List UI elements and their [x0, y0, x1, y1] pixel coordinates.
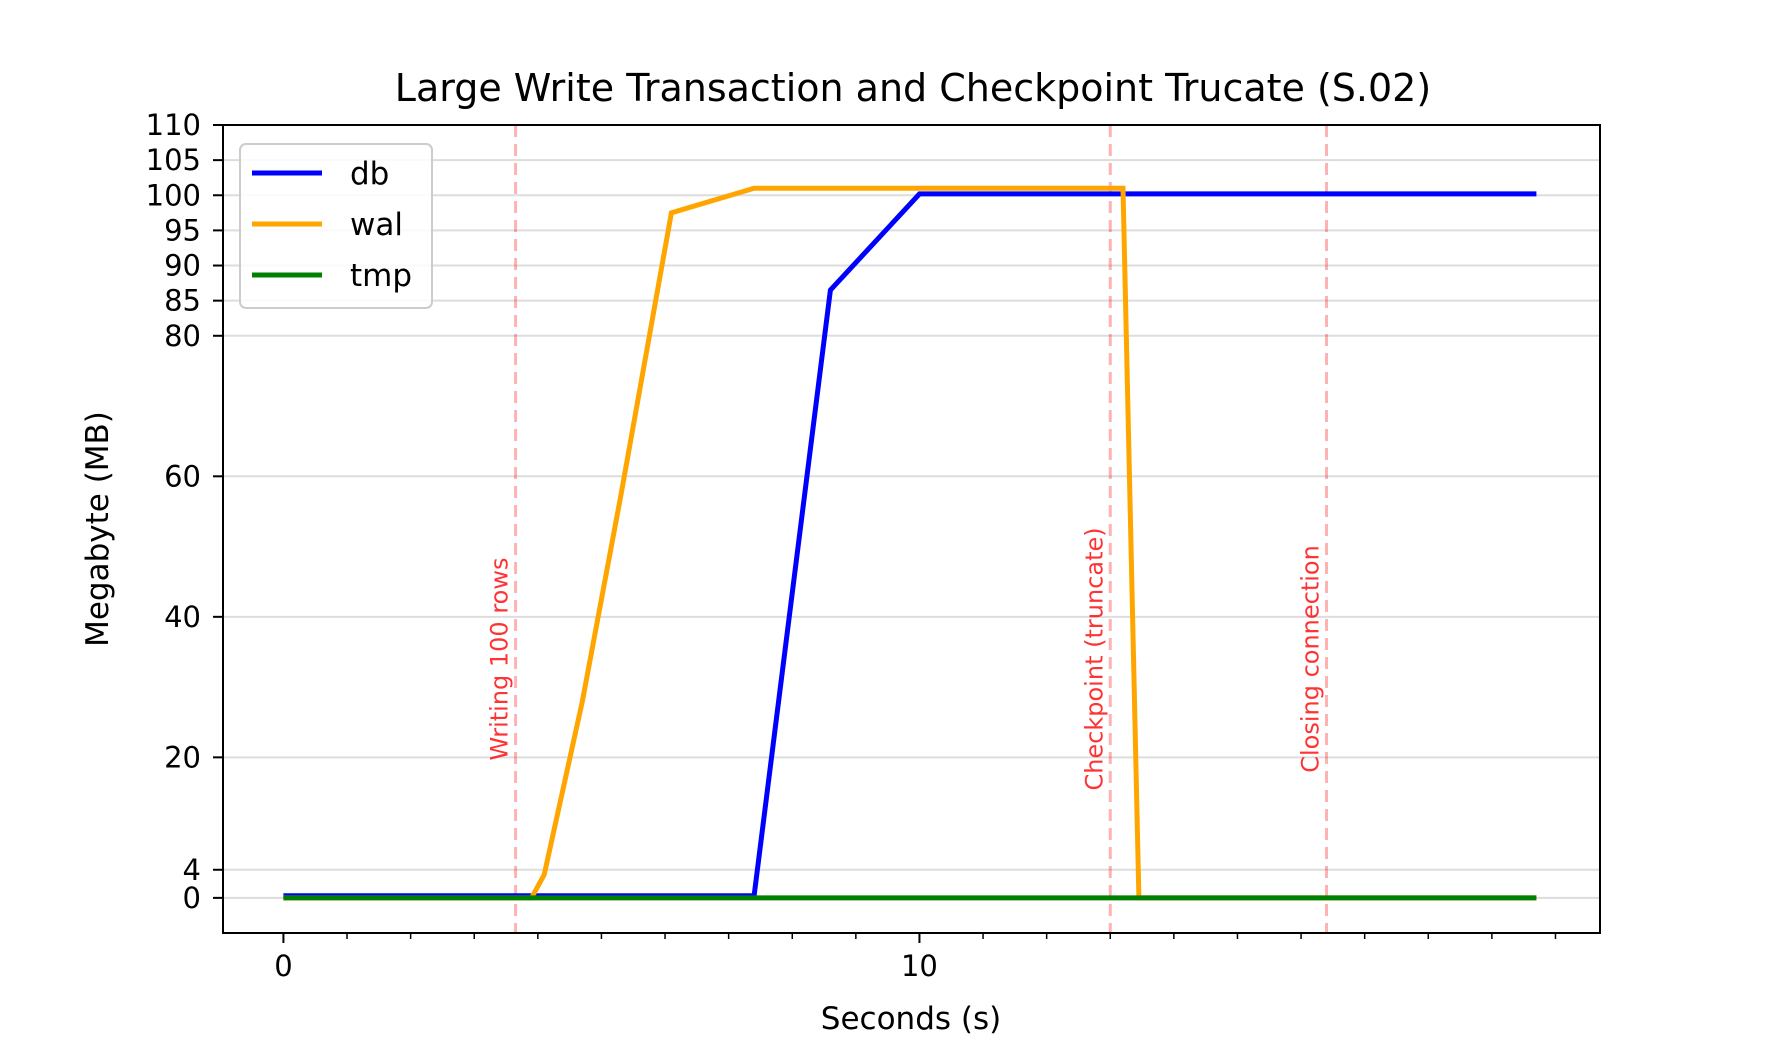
legend-box — [239, 143, 433, 309]
legend: db wal tmp — [239, 143, 433, 309]
annotation-label-1: Checkpoint (truncate) — [1080, 527, 1108, 790]
y-tick-label-90: 90 — [164, 249, 201, 283]
legend-label-tmp: tmp — [350, 258, 412, 294]
y-tick-label-95: 95 — [164, 213, 201, 247]
legend-label-db: db — [350, 156, 389, 192]
y-tick-label-85: 85 — [164, 284, 201, 318]
annotation-lines: Writing 100 rows Checkpoint (truncate) Clo… — [486, 125, 1329, 933]
series-lines — [283, 185, 1537, 901]
annotation-label-2: Closing connection — [1297, 545, 1325, 773]
plot-frame — [222, 124, 1601, 934]
y-tick-label-105: 105 — [146, 143, 201, 177]
y-tick-label-20: 20 — [164, 740, 201, 774]
x-tick-label-10: 10 — [901, 949, 938, 983]
annotation-label-0: Writing 100 rows — [486, 558, 514, 761]
y-tick-label-100: 100 — [146, 178, 201, 212]
chart-title: Large Write Transaction and Checkpoint T… — [395, 66, 1431, 110]
y-tick-label-60: 60 — [164, 459, 201, 493]
y-tick-label-0: 0 — [183, 881, 201, 915]
y-tick-label-4: 4 — [183, 853, 201, 887]
series-line-wal — [283, 185, 1537, 901]
x-axis-ticks: 0 10 — [274, 933, 1557, 983]
y-tick-label-80: 80 — [164, 319, 201, 353]
y-tick-label-40: 40 — [164, 600, 201, 634]
x-axis-label: Seconds (s) — [821, 1001, 1001, 1037]
y-tick-label-110: 110 — [146, 108, 201, 142]
x-tick-label-0: 0 — [274, 949, 292, 983]
legend-label-wal: wal — [350, 207, 403, 243]
y-axis-label: Megabyte (MB) — [80, 411, 116, 647]
